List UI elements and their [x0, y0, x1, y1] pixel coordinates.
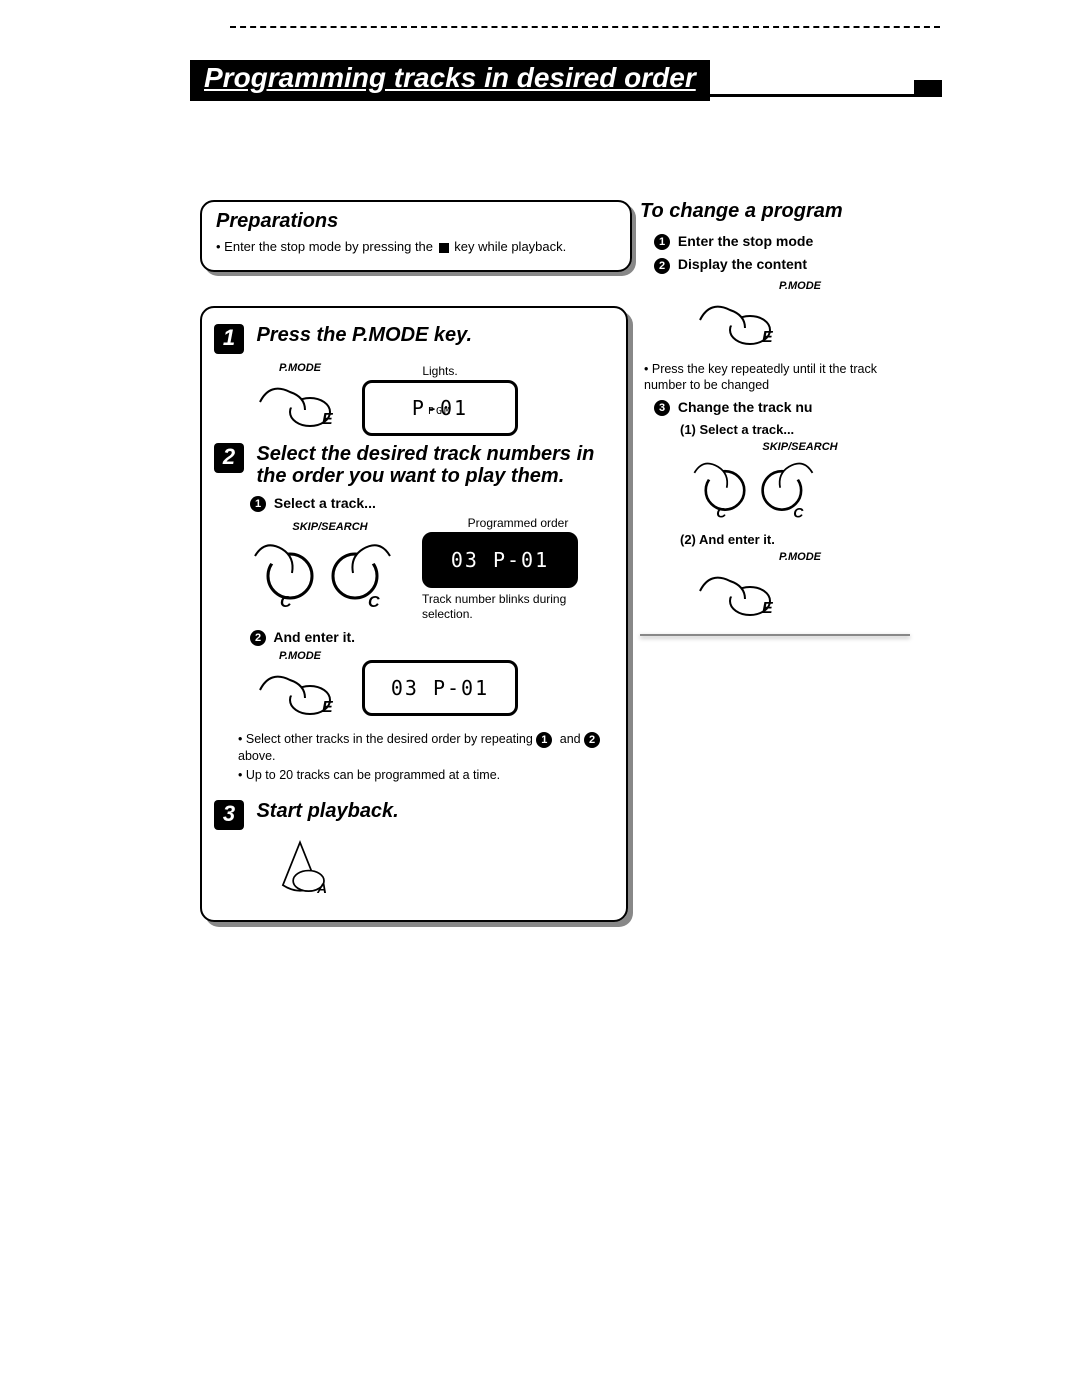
skip-buttons-icon: C C	[690, 451, 830, 521]
steps-box: 1 Press the P.MODE key. P.MODE E Lights.…	[200, 306, 628, 922]
step-3-illus: A	[250, 838, 614, 898]
step-1-illustration: P.MODE E Lights. PGM P-01	[250, 362, 614, 437]
right-note: Press the key repeatedly until it the tr…	[644, 361, 910, 394]
step-2-number: 2	[214, 443, 244, 473]
svg-text:C: C	[793, 505, 804, 521]
step-2-sub1: 1 Select a track...	[250, 495, 614, 512]
title-bar: Programming tracks in desired order	[190, 60, 942, 100]
change-program-title: To change a program	[640, 200, 910, 223]
step-3-number: 3	[214, 800, 244, 830]
step-1-number: 1	[214, 324, 244, 354]
svg-text:E: E	[322, 699, 334, 716]
step-2-illus-2: P.MODE E 03 P-01	[250, 650, 614, 725]
finger-press-e-icon: E	[690, 290, 790, 350]
lcd-display-2b: 03 P-01	[362, 660, 518, 716]
step-1: 1 Press the P.MODE key.	[214, 324, 614, 354]
lcd-display-1: Lights. PGM P-01	[362, 364, 518, 436]
step-3: 3 Start playback.	[214, 800, 614, 830]
right-bottom-rule	[640, 634, 910, 636]
top-dash-rule	[230, 26, 940, 28]
right-pmode-illus-2: P.MODE E	[690, 551, 910, 624]
step-2-notes: Select other tracks in the desired order…	[238, 731, 614, 784]
svg-text:A: A	[316, 881, 327, 896]
lcd-screen: PGM P-01	[362, 380, 518, 436]
step-2-title: Select the desired track numbers in the …	[256, 443, 596, 487]
step-2: 2 Select the desired track numbers in th…	[214, 443, 614, 487]
right-pmode-illus-1: P.MODE E	[690, 280, 910, 353]
note-repeat: Select other tracks in the desired order…	[238, 731, 614, 765]
play-button-icon: A	[250, 838, 350, 898]
finger-press-e-icon: E	[250, 372, 350, 432]
title-tag-icon	[914, 80, 942, 94]
lcd-display-2a: Programmed order 03 P-01 Track number bl…	[422, 516, 614, 621]
step-2-illus-1: SKIP/SEARCH C C Programmed order 03 P-01…	[250, 516, 614, 621]
right-sub-2: (2) And enter it.	[680, 532, 910, 547]
right-step-2: 2 Display the content	[654, 256, 910, 273]
pmode-button-illus-2: P.MODE E	[250, 650, 350, 725]
svg-text:E: E	[762, 329, 774, 346]
right-step-1: 1 Enter the stop mode	[654, 233, 910, 250]
right-step-3: 3 Change the track nu	[654, 399, 910, 416]
pmode-button-illus: P.MODE E	[250, 362, 350, 437]
right-skip-illus: SKIP/SEARCH C C	[690, 441, 910, 524]
svg-text:E: E	[322, 411, 334, 428]
preparations-body: Enter the stop mode by pressing the key …	[216, 239, 616, 256]
finger-press-e-icon: E	[250, 660, 350, 720]
preparations-box: Preparations Enter the stop mode by pres…	[200, 200, 632, 272]
preparations-title: Preparations	[216, 210, 616, 233]
step-2-sub2: 2 And enter it.	[250, 629, 614, 646]
skip-search-buttons-illus: SKIP/SEARCH C C	[250, 521, 410, 616]
stop-key-icon	[439, 243, 449, 253]
step-1-title: Press the P.MODE key.	[256, 324, 472, 346]
svg-text:C: C	[368, 594, 380, 611]
skip-buttons-icon: C C	[250, 531, 410, 611]
finger-press-e-icon: E	[690, 561, 790, 621]
lcd-screen-dark: 03 P-01	[422, 532, 578, 588]
step-3-title: Start playback.	[256, 800, 398, 822]
svg-text:C: C	[280, 594, 292, 611]
change-program-section: To change a program 1 Enter the stop mod…	[640, 200, 910, 636]
right-sub-1: (1) Select a track...	[680, 422, 910, 437]
svg-text:E: E	[762, 600, 774, 617]
prep-bullet: Enter the stop mode by pressing the key …	[216, 239, 616, 256]
note-max-tracks: Up to 20 tracks can be programmed at a t…	[238, 767, 614, 784]
manual-page: Programming tracks in desired order Prep…	[0, 0, 1080, 1397]
title-underline	[190, 94, 942, 97]
svg-text:C: C	[716, 505, 727, 521]
